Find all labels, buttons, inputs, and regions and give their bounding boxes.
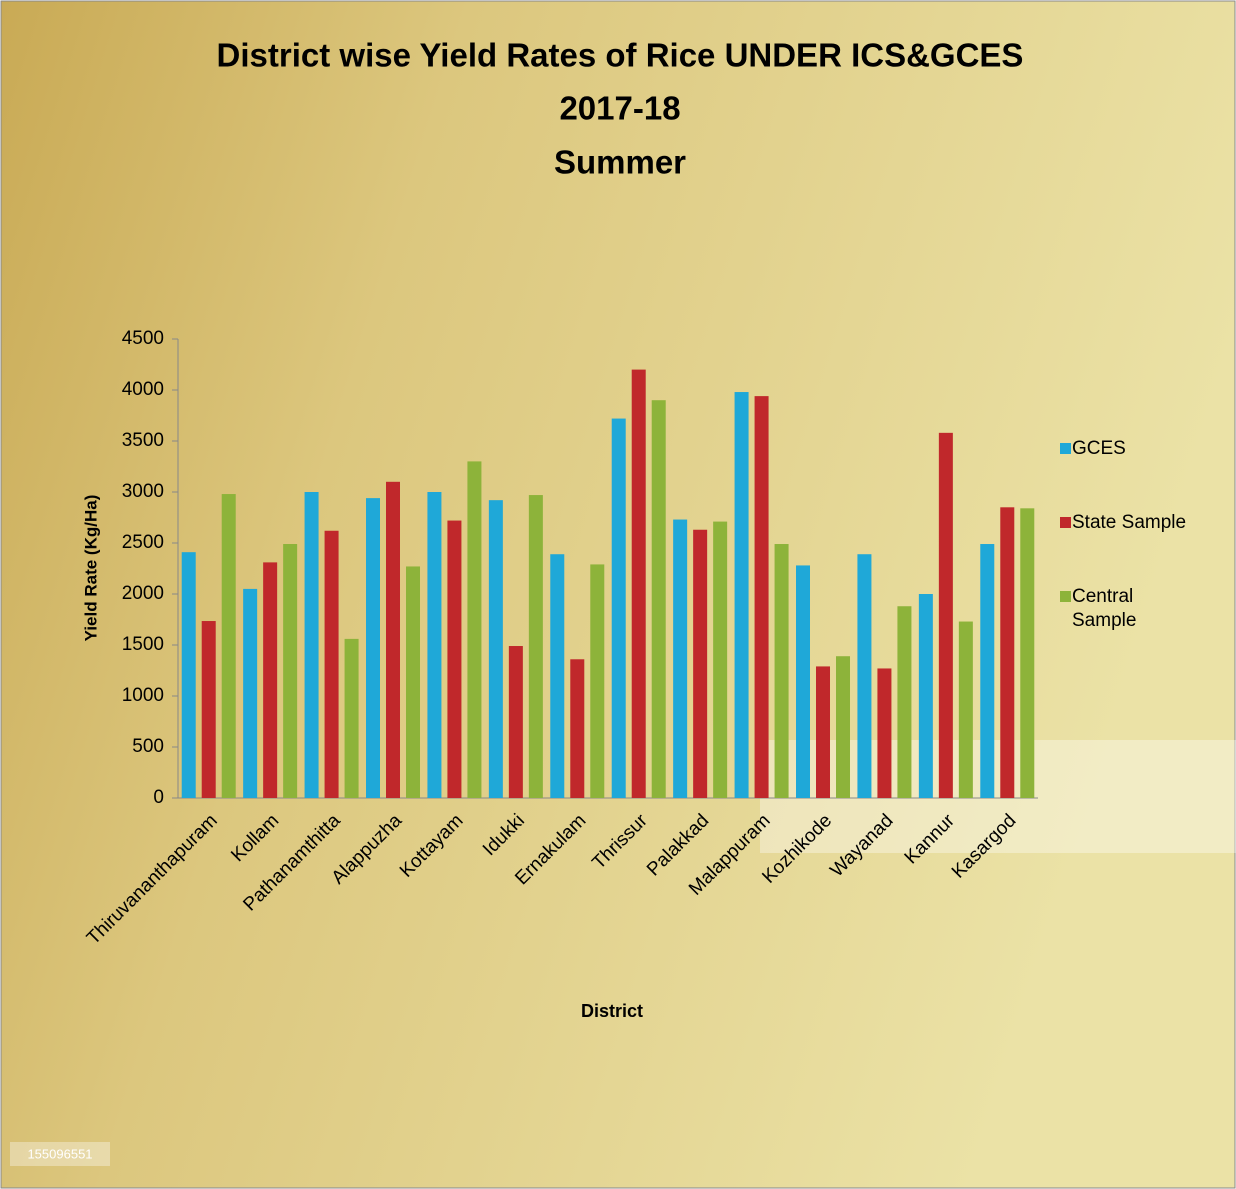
bar [243, 588, 258, 798]
bar [693, 529, 708, 798]
y-tick-label: 4000 [122, 379, 164, 400]
bar [366, 498, 380, 798]
y-tick-label: 500 [132, 736, 164, 757]
y-axis-title: Yield Rate (Kg/Ha) [81, 495, 100, 642]
bar [570, 659, 585, 798]
bar [713, 521, 728, 798]
legend-swatch [1060, 443, 1071, 454]
bar [590, 564, 605, 798]
watermark-box [10, 1142, 110, 1166]
bar [304, 492, 319, 798]
bar [550, 554, 565, 798]
bar [857, 554, 872, 798]
bar [528, 495, 543, 798]
legend-label: GCES [1072, 438, 1126, 459]
bar [611, 418, 626, 798]
bar [651, 400, 666, 798]
bar [181, 552, 196, 798]
bar [836, 656, 850, 798]
y-tick-label: 1000 [122, 685, 164, 706]
x-axis-title: District [581, 1001, 643, 1021]
bar [774, 544, 789, 798]
chart-title: District wise Yield Rates of Rice UNDER … [217, 37, 1024, 74]
watermark-id: 155096551 [27, 1146, 92, 1161]
bar [386, 481, 400, 798]
bar [427, 492, 442, 798]
bar [344, 638, 359, 798]
bar [221, 494, 236, 798]
bar [734, 392, 749, 798]
chart-title: Summer [554, 144, 686, 181]
bar [283, 544, 298, 798]
y-tick-label: 3500 [122, 430, 164, 451]
bar [1020, 508, 1035, 798]
bar [406, 566, 420, 798]
bar [263, 562, 278, 798]
bar [958, 621, 973, 798]
bar [1000, 507, 1015, 798]
y-tick-label: 2500 [122, 532, 164, 553]
legend-swatch [1060, 591, 1071, 602]
bar [918, 594, 933, 798]
legend-swatch [1060, 517, 1071, 528]
bar [816, 666, 830, 798]
y-tick-label: 4500 [122, 328, 164, 349]
bar [201, 621, 216, 798]
bar [754, 396, 769, 798]
y-tick-label: 1500 [122, 634, 164, 655]
bar [467, 461, 482, 798]
bar [631, 369, 646, 798]
bar [796, 565, 810, 798]
chart-title: 2017-18 [559, 90, 680, 127]
bar [938, 432, 953, 798]
legend-label: Central Sample [1072, 586, 1137, 631]
legend-label: State Sample [1072, 512, 1187, 533]
bar [488, 500, 503, 798]
bar [877, 668, 892, 798]
bar [897, 606, 912, 798]
bar [673, 519, 688, 798]
y-tick-label: 2000 [122, 583, 164, 604]
bar [447, 520, 462, 798]
y-tick-label: 3000 [122, 481, 164, 502]
y-tick-label: 0 [153, 787, 164, 808]
bar [324, 530, 339, 798]
bar [508, 646, 523, 798]
bar [980, 544, 995, 798]
